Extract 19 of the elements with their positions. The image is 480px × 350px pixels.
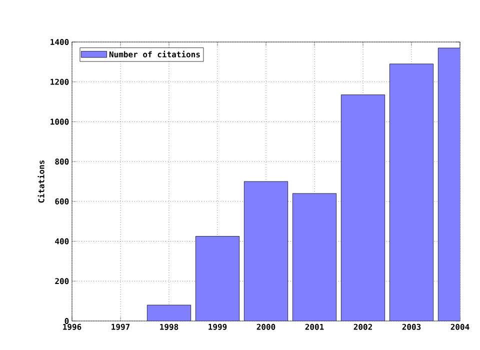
y-tick-label: 600: [55, 198, 69, 204]
y-tick-label: 200: [55, 278, 69, 284]
y-axis-title: Citations: [38, 160, 44, 203]
y-tick-label: 800: [55, 158, 69, 165]
x-tick-label: 2003: [402, 324, 421, 330]
legend-label: Number of citations: [109, 50, 200, 58]
x-tick-label: 1999: [208, 324, 227, 330]
x-tick-label: 1997: [112, 324, 130, 330]
y-tick-label: 0: [64, 318, 69, 324]
x-tick-label: 2000: [256, 324, 276, 330]
x-tick-label: 2002: [354, 324, 372, 330]
x-tick-label: 2004: [450, 324, 470, 330]
y-tick-label: 400: [55, 238, 69, 244]
x-tick-label: 1998: [160, 324, 178, 330]
y-tick-label: 1400: [50, 38, 69, 46]
x-tick-label: 1996: [63, 324, 82, 330]
y-tick-label: 1000: [50, 118, 69, 125]
x-tick-label: 2001: [305, 324, 324, 330]
y-tick-label: 1200: [50, 78, 69, 85]
